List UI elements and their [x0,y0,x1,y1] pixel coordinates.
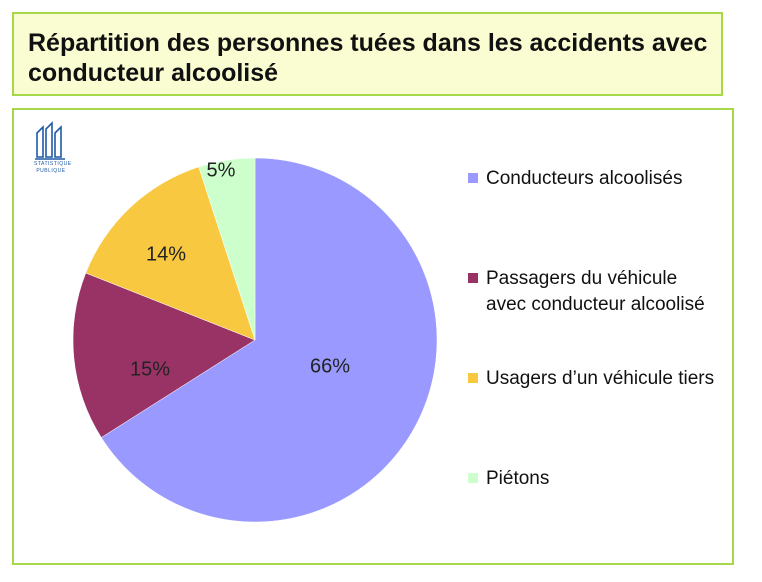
pie-slice-0 [100,157,438,523]
statistique-publique-logo: STATISTIQUE PUBLIQUE [34,121,72,177]
building-icon [35,121,65,160]
pie-data-label-2: 14% [146,243,186,265]
legend-label-2: Usagers d’un véhicule tiers [486,368,715,389]
legend-swatch-1 [468,273,478,283]
pie-slice-1 [72,272,256,438]
logo-caption-1: STATISTIQUE [34,161,72,167]
pie-data-label-1: 15% [130,358,170,380]
legend-swatch-0 [468,173,478,183]
pie-data-label-3: 5% [207,159,236,181]
legend-label-0: Conducteurs alcoolisés [486,168,683,189]
pie-data-label-0: 66% [310,355,350,377]
logo-caption-2: PUBLIQUE [36,168,66,174]
title-box: Répartition des personnes tuées dans les… [12,12,723,96]
legend-label-1: Passagers du véhicule avec conducteur al… [486,268,705,315]
legend-swatch-2 [468,373,478,383]
chart-title: Répartition des personnes tuées dans les… [28,29,708,87]
legend-label-3: Piétons [486,468,550,489]
legend-swatch-3 [468,473,478,483]
pie-slice-3 [198,157,256,341]
